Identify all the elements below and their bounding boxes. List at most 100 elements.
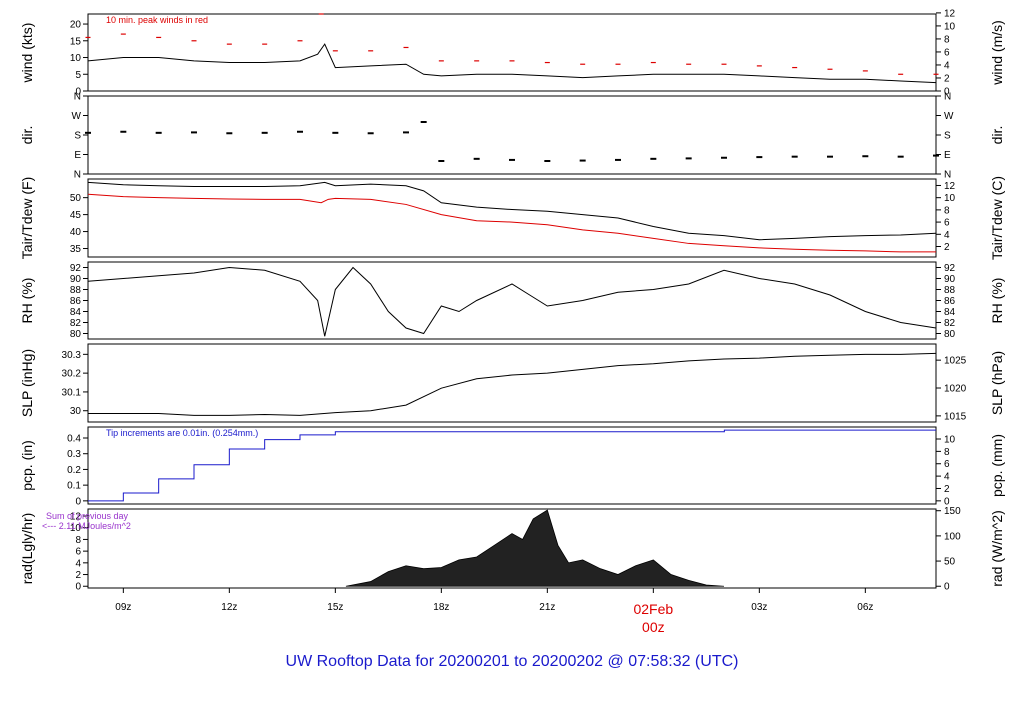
y-tick-label: 10 — [70, 53, 82, 64]
y-tick-label-right: 2 — [944, 73, 950, 84]
y-tick-label-right: 10 — [944, 21, 956, 32]
x-date-sublabel: 00z — [642, 619, 665, 635]
y-tick-label: 0.2 — [67, 465, 81, 476]
y-tick-label-right: 8 — [944, 34, 950, 45]
x-tick-label: 03z — [751, 602, 767, 613]
panel-4: 30 30.1 30.2 30.3 1015 1020 1025 SLP (inHg) SLP … — [19, 343, 1005, 423]
y-tick-label-right: 0 — [944, 496, 950, 507]
y-tick-label: 86 — [70, 296, 82, 307]
y-axis-title: rad(Lgly/hr) — [19, 513, 35, 585]
y-tick-label: 0.4 — [67, 434, 81, 445]
y-tick-label-right: 8 — [944, 447, 950, 458]
y-tick-label-right: 100 — [944, 531, 961, 542]
panel-frame — [87, 343, 937, 423]
data-line — [87, 181, 937, 241]
panel-frame — [87, 426, 937, 505]
data-line — [87, 266, 937, 337]
panel-annotation: Tip increments are 0.01in. (0.254mm.) — [106, 428, 258, 438]
y-tick-label-right: 4 — [944, 472, 950, 483]
y-tick-label-right: 92 — [944, 263, 956, 274]
data-line — [88, 352, 937, 416]
y-axis-title-right: pcp. (mm) — [989, 434, 1005, 497]
y-tick-label: 0 — [75, 582, 81, 593]
y-tick-label: N — [74, 92, 81, 103]
y-tick-label: 30.1 — [62, 387, 82, 398]
y-tick-label: 92 — [70, 263, 82, 274]
y-tick-label-right: 10 — [944, 434, 956, 445]
panel-frame — [87, 95, 937, 175]
y-tick-label: 45 — [70, 210, 82, 221]
y-tick-label: 90 — [70, 274, 82, 285]
y-axis-title-right: Tair/Tdew (C) — [989, 176, 1005, 260]
y-axis-title: pcp. (in) — [19, 440, 35, 491]
x-date-label: 02Feb — [633, 601, 673, 617]
y-tick-label-right: 4 — [944, 60, 950, 71]
y-tick-label: 50 — [70, 193, 82, 204]
panel-annotation-line2: <--- 2.11 MJoules/m^2 — [42, 521, 131, 531]
y-tick-label: 30.3 — [62, 350, 82, 361]
y-tick-label: 0 — [75, 496, 81, 507]
y-tick-label: 35 — [70, 244, 82, 255]
x-tick-label: 09z — [115, 602, 131, 613]
y-tick-label-right: 6 — [944, 459, 950, 470]
y-tick-label: 12 — [70, 512, 82, 523]
y-tick-label: 2 — [75, 570, 81, 581]
y-tick-label-right: S — [944, 131, 951, 142]
y-tick-label-right: 12 — [944, 8, 956, 19]
data-line — [87, 43, 937, 84]
y-tick-label-right: 0 — [944, 582, 950, 593]
panel-annotation: 10 min. peak winds in red — [106, 15, 208, 25]
data-line — [88, 429, 936, 502]
y-axis-title: wind (kts) — [19, 23, 35, 84]
y-tick-label-right: 90 — [944, 274, 956, 285]
y-axis-title-right: wind (m/s) — [989, 20, 1005, 86]
y-tick-label-right: 4 — [944, 230, 950, 241]
y-tick-label-right: N — [944, 170, 951, 181]
y-tick-label: 88 — [70, 285, 82, 296]
y-tick-label-right: N — [944, 92, 951, 103]
y-tick-label-right: 1020 — [944, 384, 967, 395]
y-tick-label: 40 — [70, 227, 82, 238]
y-axis-title-right: rad (W/m^2) — [989, 510, 1005, 587]
y-tick-label: E — [74, 150, 81, 161]
y-tick-label: 0 — [75, 87, 81, 98]
y-axis-title-right: RH (%) — [989, 278, 1005, 324]
y-tick-label-right: 12 — [944, 181, 956, 192]
y-tick-label: 82 — [70, 318, 82, 329]
y-tick-label-right: 84 — [944, 307, 956, 318]
panel-0: 0 5 10 15 20 0 2 4 6 8 10 12 wind (kts) wind (m/s) 10 … — [19, 8, 1005, 97]
y-tick-label-right: 86 — [944, 296, 956, 307]
y-tick-label: 20 — [70, 20, 82, 31]
y-tick-label-right: 150 — [944, 506, 961, 517]
panel-frame — [87, 178, 937, 258]
y-tick-label: 30.2 — [62, 369, 82, 380]
y-tick-label: 5 — [75, 70, 81, 81]
y-tick-label: 4 — [75, 558, 81, 569]
y-tick-label-right: 50 — [944, 557, 956, 568]
y-tick-label: S — [74, 131, 81, 142]
panel-frame — [87, 13, 937, 92]
y-axis-title: RH (%) — [19, 278, 35, 324]
y-tick-label: 0.3 — [67, 449, 81, 460]
y-tick-label: W — [72, 111, 82, 122]
time-axis: 09z 12z 15z 18z 21z 03z 06z 02Feb 00z — [115, 588, 873, 635]
y-tick-label: 80 — [70, 329, 82, 340]
y-tick-label-right: 1015 — [944, 411, 967, 422]
y-tick-label: 8 — [75, 535, 81, 546]
y-tick-label: 10 — [70, 523, 82, 534]
y-axis-title: Tair/Tdew (F) — [19, 177, 35, 259]
x-tick-label: 12z — [221, 602, 237, 613]
y-tick-label: 30 — [70, 406, 82, 417]
y-axis-title: dir. — [19, 126, 35, 145]
panel-frame — [87, 261, 937, 340]
y-tick-label-right: 1025 — [944, 356, 967, 367]
x-tick-label: 18z — [433, 602, 449, 613]
panel-annotation: Sum of previous day — [46, 511, 129, 521]
x-tick-label: 15z — [327, 602, 343, 613]
x-tick-label: 06z — [857, 602, 873, 613]
